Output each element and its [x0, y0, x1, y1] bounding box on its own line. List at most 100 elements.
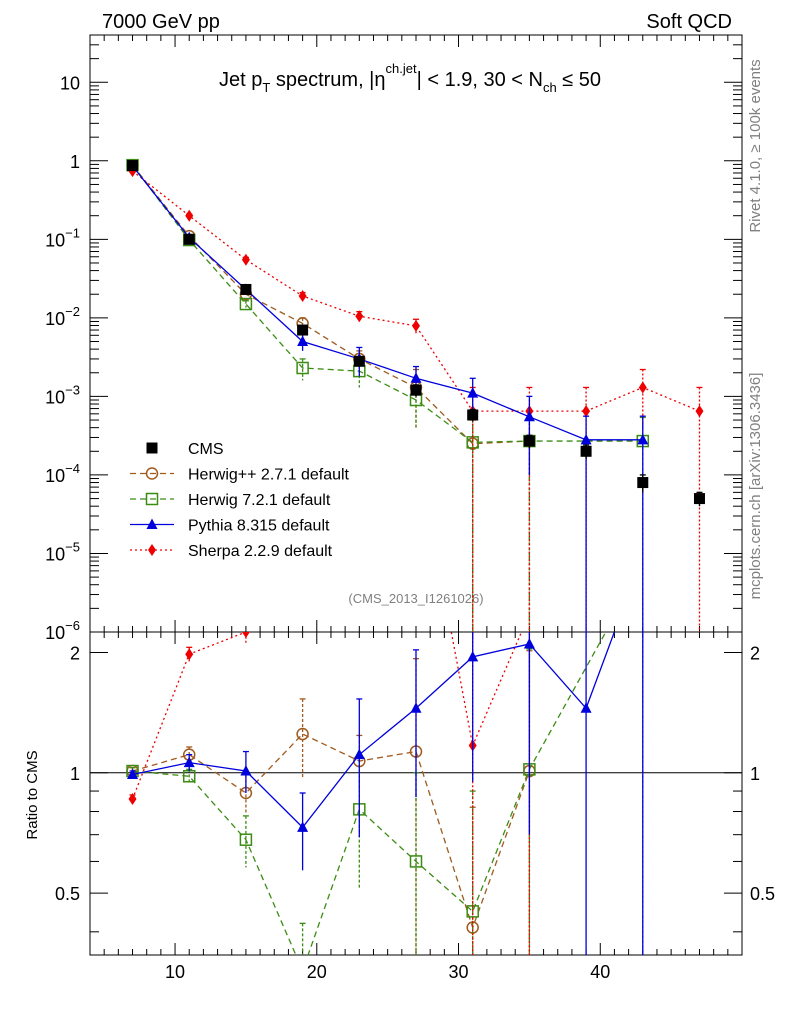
legend-label-sherpa: Sherpa 2.2.9 default [188, 543, 333, 560]
legend-marker-sherpa [148, 544, 156, 556]
main-series-herwig7 [126, 158, 650, 632]
ratio-point-pythia [240, 765, 252, 776]
ratio-point-pythia [297, 821, 309, 832]
main-point-cms [467, 409, 479, 421]
title-suffix: ≤ 50 [557, 69, 601, 91]
main-point-sherpa [412, 319, 420, 332]
main-point-cms [353, 355, 365, 367]
main-point-pythia [467, 387, 479, 398]
y-tick-label: 10−3 [45, 382, 80, 407]
main-point-herwig7 [239, 297, 253, 311]
y-tick-label-exp: −3 [65, 382, 80, 397]
ratio-point-sherpa [241, 632, 250, 638]
y-tick-label-exp: −2 [65, 304, 80, 319]
plot-title: Jet pT spectrum, |ηch.jet| < 1.9, 30 < N… [219, 61, 601, 95]
y-tick-label-exp: −6 [65, 618, 80, 633]
main-line-pythia [132, 165, 643, 441]
y-tick-label-base: 10 [45, 230, 65, 250]
main-line-sherpa [132, 170, 700, 412]
x-tick-label: 30 [449, 962, 469, 982]
ratio-point-pythia [127, 768, 139, 780]
main-point-herwig7 [296, 361, 309, 375]
y-tick-label: 10−1 [45, 225, 80, 250]
x-tick-label: 10 [165, 962, 185, 982]
legend-label-cms: CMS [188, 441, 224, 458]
y-tick-label: 1 [70, 152, 80, 172]
main-point-sherpa [695, 405, 704, 418]
ratio-point-pythia [183, 756, 195, 768]
main-point-sherpa [638, 381, 647, 394]
ratio-point-pythia [467, 650, 479, 662]
main-point-pythia [523, 410, 535, 422]
main-point-sherpa [298, 289, 307, 302]
y-tick-label-base: 10 [45, 544, 65, 564]
main-point-cms [580, 445, 592, 457]
legend-marker-pythia [146, 518, 158, 529]
main-point-sherpa [355, 310, 364, 323]
y-tick-label-exp: −4 [65, 461, 80, 476]
main-series-layer [126, 158, 705, 632]
main-point-cms [183, 233, 195, 245]
y-tick-label-base: 10 [45, 309, 65, 329]
y-tick-label: 10−4 [45, 461, 80, 486]
ratio-line-sherpa [131, 632, 523, 800]
title-pt-sub: T [262, 80, 270, 95]
ratio-ylabel: Ratio to CMS [24, 750, 41, 839]
ratio-point-herwigpp [296, 727, 309, 741]
legend-label-herwig7: Herwig 7.2.1 default [188, 492, 331, 509]
y-tick-label-base: 1 [70, 152, 80, 172]
main-point-cms [693, 493, 705, 505]
title-mid: spectrum, |η [270, 69, 385, 91]
main-series-cms [127, 160, 705, 507]
main-series-herwigpp [126, 158, 536, 632]
ratio-line-herwigpp [132, 733, 531, 930]
ratio-series-layer [126, 439, 644, 955]
ratio-y-tick-label-right: 0.5 [750, 884, 775, 904]
y-tick-label-exp: −5 [65, 539, 80, 554]
y-tick-label-base: 10 [45, 623, 65, 643]
main-point-pythia [410, 372, 422, 383]
main-point-sherpa [241, 253, 250, 266]
x-tick-label: 40 [590, 962, 610, 982]
ratio-point-pythia [410, 702, 422, 713]
mcplots-label: mcplots.cern.ch [arXiv:1306.3436] [747, 373, 764, 600]
ratio-y-tick-label-right: 1 [750, 764, 760, 784]
y-tick-label: 10−5 [45, 539, 80, 564]
y-tick-label-exp: −1 [65, 225, 80, 240]
ratio-point-sherpa [355, 535, 363, 547]
y-tick-label: 10 [60, 73, 80, 93]
legend-marker-cms [146, 442, 158, 454]
ratio-y-tick-label: 1 [70, 764, 80, 784]
main-series-pythia [127, 159, 649, 632]
main-point-pythia [297, 335, 309, 347]
legend: CMS Herwig++ 2.7.1 default Herwig 7.2.1 de… [130, 441, 350, 560]
main-line-herwig7 [132, 164, 643, 444]
ratio-series-pythia [127, 632, 644, 955]
main-point-pythia [637, 433, 649, 445]
x-tick-label: 20 [307, 962, 327, 982]
ratio-y-tick-label: 0.5 [55, 884, 80, 904]
title-nch-sub: ch [543, 80, 557, 95]
y-tick-label-base: 10 [60, 73, 80, 93]
analysis-watermark: (CMS_2013_I1261026) [348, 591, 483, 606]
ratio-point-sherpa [185, 648, 194, 661]
main-point-cms [240, 283, 252, 295]
ratio-point-pythia [580, 702, 592, 713]
header-left: 7000 GeV pp [102, 11, 220, 33]
legend-label-herwigpp: Herwig++ 2.7.1 default [188, 467, 350, 484]
main-point-cms [410, 384, 422, 396]
ratio-y-tick-label: 2 [70, 643, 80, 663]
title-eta-sup: ch.jet [386, 61, 417, 76]
ratio-point-herwig7 [409, 855, 423, 868]
main-point-cms [637, 477, 649, 489]
y-tick-label-base: 10 [45, 387, 65, 407]
ratio-point-sherpa [412, 439, 420, 451]
ratio-point-sherpa [128, 792, 137, 805]
main-point-pythia [580, 433, 592, 445]
main-point-sherpa [582, 405, 591, 418]
legend-marker-herwigpp [145, 467, 159, 480]
ratio-line-pythia [132, 632, 616, 829]
